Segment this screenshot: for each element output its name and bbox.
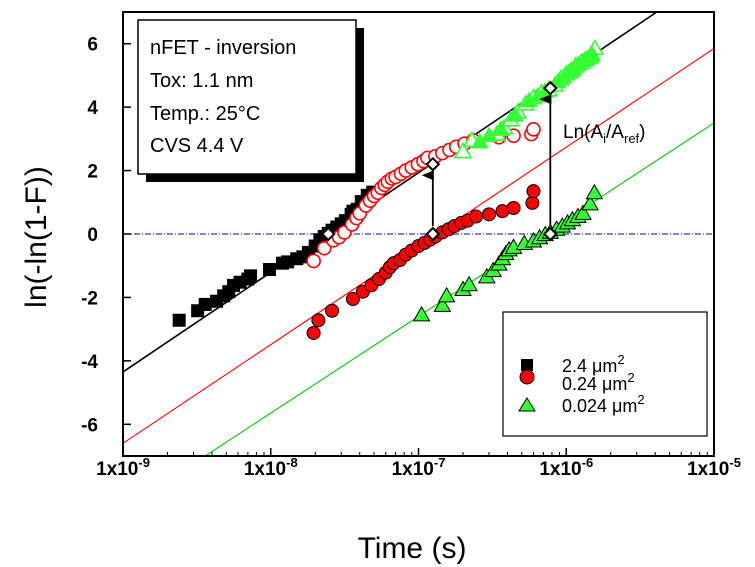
triangle-marker — [574, 204, 592, 220]
circle-marker — [526, 184, 541, 199]
y-tick-label: -2 — [81, 288, 98, 309]
x-axis-title: Time (s) — [358, 532, 467, 565]
legend-label: 2.4 μm2 — [562, 352, 625, 376]
legend-entry: 0.24 μm2 — [519, 369, 635, 394]
area-ratio-annotation: Ln(Ai/Aref) — [563, 122, 645, 146]
triangle-marker — [433, 296, 452, 312]
legend-label: 0.24 μm2 — [562, 370, 635, 394]
legend-frame — [502, 311, 708, 437]
x-tick-label: 1x10-8 — [244, 455, 298, 480]
square-marker — [262, 263, 276, 277]
x-tick-label: 1x10-9 — [96, 455, 150, 480]
triangle-marker — [412, 305, 431, 322]
square-marker — [244, 269, 258, 283]
square-marker — [198, 297, 212, 311]
circle-marker — [311, 313, 326, 328]
info-box-line: Temp.: 25°C — [150, 103, 260, 125]
info-box-line: CVS 4.4 V — [150, 135, 244, 157]
x-tick-label: 1x10-7 — [392, 455, 446, 480]
circle-marker — [306, 253, 321, 269]
info-box: nFET - inversion Tox: 1.1 nm Temp.: 25°C… — [137, 19, 364, 182]
reference-diamond — [542, 80, 558, 96]
y-tick-label: 2 — [87, 162, 98, 183]
triangle-marker — [437, 286, 456, 303]
y-axis-title: ln(-ln(1-F)) — [20, 166, 53, 308]
circle-marker — [468, 209, 483, 224]
triangle-marker — [491, 120, 510, 136]
reference-diamond — [320, 226, 336, 242]
y-axis-ticks: -6 -4 -2 0 2 4 6 — [81, 35, 131, 436]
legend: 2.4 μm2 0.24 μm2 0.024 μm2 — [502, 311, 708, 437]
x-tick-label: 1x10-5 — [687, 455, 741, 480]
legend-marker-square — [521, 359, 533, 371]
x-axis-ticks: 1x10-9 1x10-8 1x10-7 1x10-6 1x10-5 — [96, 448, 741, 480]
y-tick-label: -4 — [81, 352, 98, 373]
circle-marker — [345, 292, 360, 307]
square-marker — [172, 313, 186, 327]
circle-marker — [481, 207, 496, 222]
reference-diamond — [425, 156, 441, 172]
x-tick-label: 1x10-6 — [539, 455, 593, 480]
triangle-marker — [453, 141, 473, 159]
reference-points — [320, 80, 558, 242]
triangle-marker — [585, 183, 604, 200]
legend-marker-triangle — [518, 397, 536, 412]
y-tick-label: 4 — [87, 98, 98, 119]
triangle-marker — [460, 275, 478, 292]
circle-marker — [526, 122, 541, 137]
info-box-line: Tox: 1.1 nm — [150, 70, 253, 92]
legend-entry: 0.024 μm2 — [518, 392, 645, 416]
legend-marker-circle — [519, 369, 535, 385]
circle-marker — [316, 240, 332, 256]
triangle-marker — [583, 45, 602, 62]
shift-arrows — [421, 94, 552, 227]
legend-entry: 2.4 μm2 — [521, 352, 625, 376]
info-box-line: nFET - inversion — [150, 37, 296, 59]
y-tick-label: 0 — [87, 225, 98, 246]
circle-marker — [325, 303, 340, 318]
circle-marker — [525, 195, 540, 210]
y-tick-label: -6 — [81, 415, 98, 436]
reference-diamond — [425, 226, 441, 242]
legend-label: 0.024 μm2 — [562, 392, 645, 416]
y-tick-label: 6 — [87, 35, 98, 56]
circle-marker — [306, 325, 321, 340]
reference-diamond — [542, 226, 558, 242]
circle-marker — [506, 200, 521, 215]
triangle-marker — [581, 194, 599, 211]
triangle-marker — [506, 106, 524, 122]
